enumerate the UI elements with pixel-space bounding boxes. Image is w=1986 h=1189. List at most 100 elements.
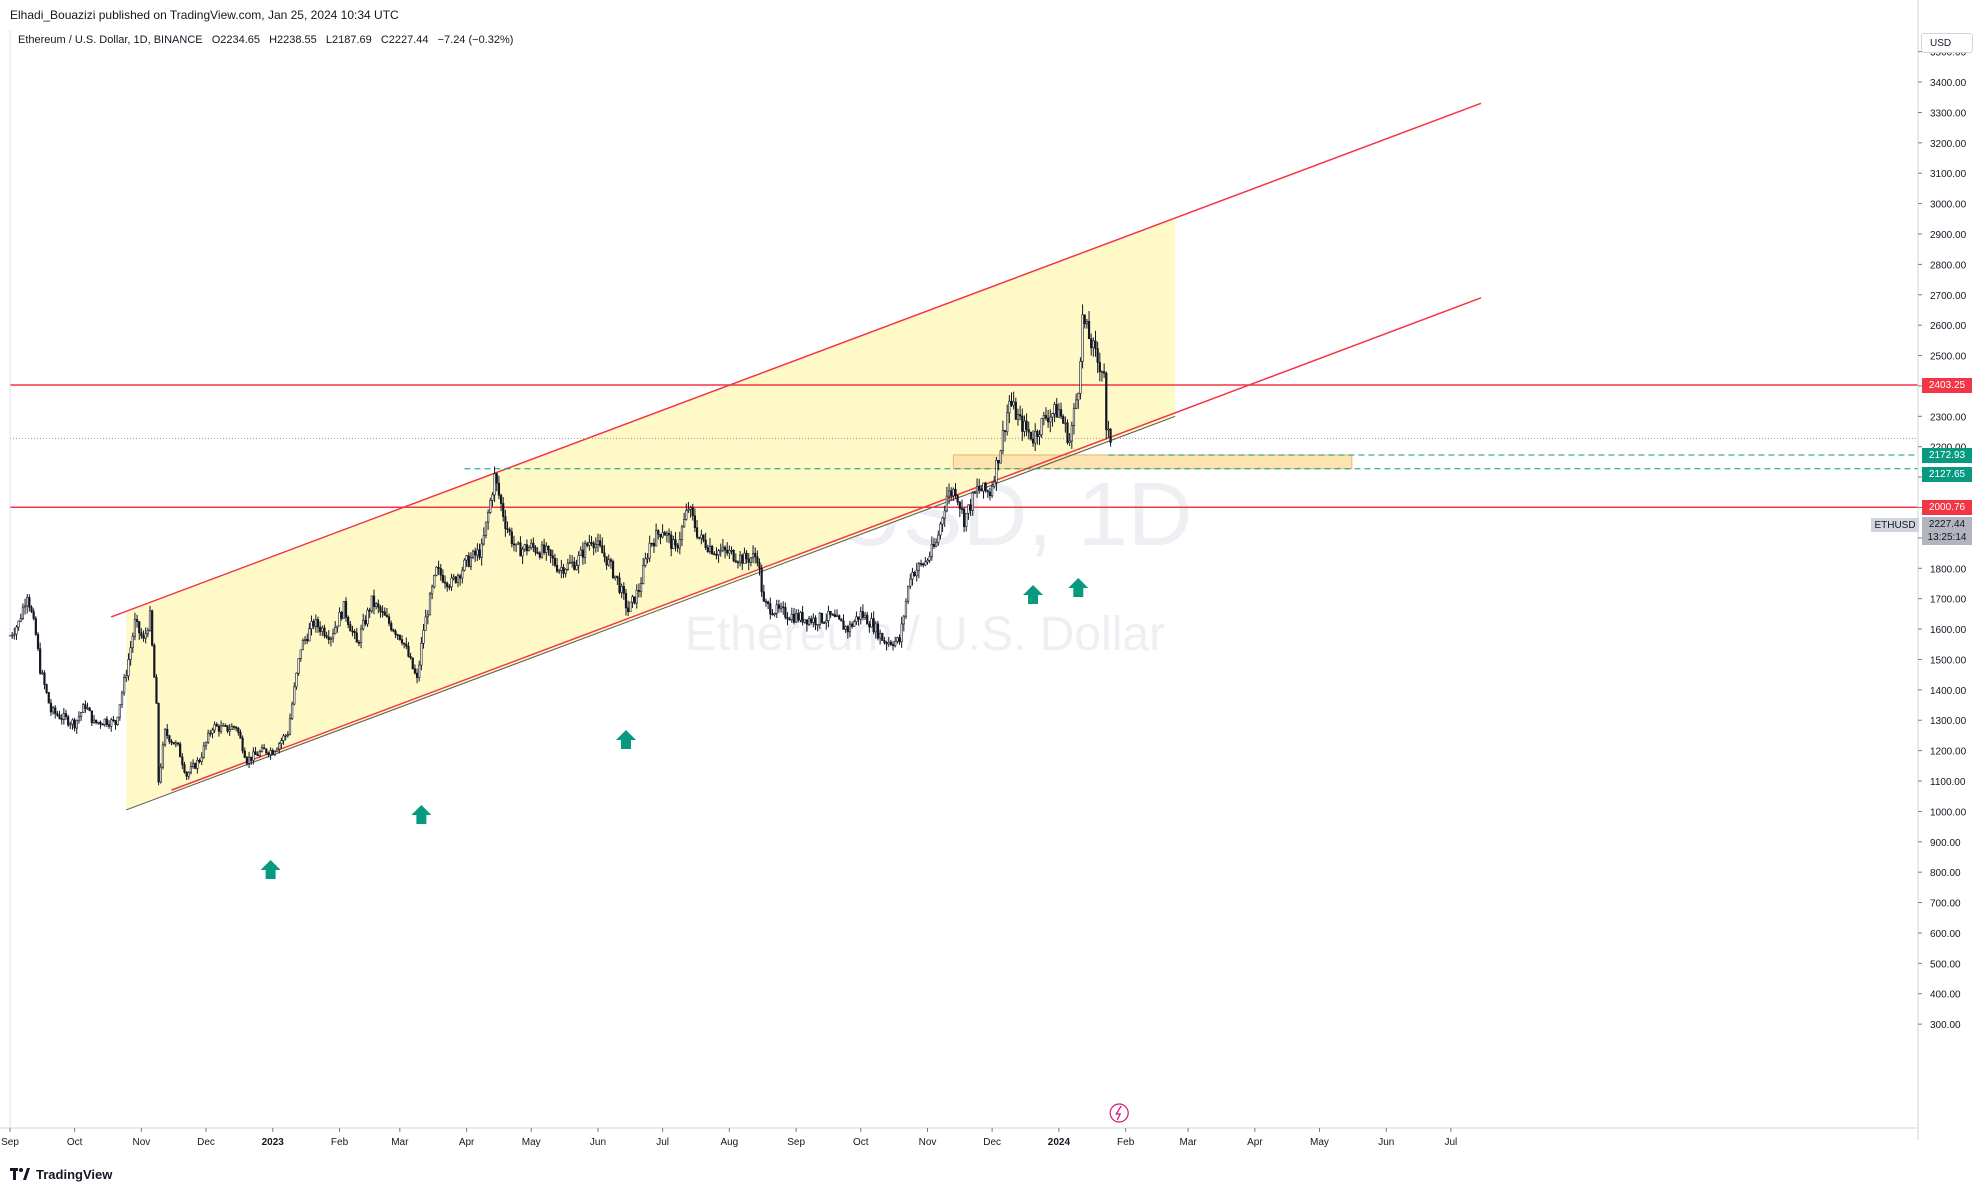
candle-body bbox=[795, 613, 798, 623]
tradingview-logo-icon bbox=[10, 1168, 30, 1180]
candle bbox=[90, 710, 93, 727]
candle bbox=[170, 739, 173, 746]
candle bbox=[56, 710, 59, 717]
candle-body bbox=[329, 637, 333, 640]
candle-body bbox=[49, 702, 53, 713]
candle-body bbox=[678, 539, 681, 549]
candle bbox=[209, 729, 212, 737]
candle-body bbox=[769, 603, 772, 615]
candle-body bbox=[43, 672, 46, 685]
candle bbox=[670, 530, 673, 557]
candle-body bbox=[476, 549, 479, 556]
candle bbox=[377, 599, 380, 614]
candle bbox=[340, 610, 343, 621]
candle bbox=[616, 575, 619, 585]
candle-body bbox=[420, 643, 423, 666]
candle-body bbox=[482, 535, 485, 545]
candle bbox=[327, 629, 330, 645]
currency-selector[interactable]: USD bbox=[1921, 33, 1973, 53]
candle bbox=[101, 723, 104, 726]
candle bbox=[1051, 412, 1054, 427]
candle bbox=[866, 611, 869, 625]
candle bbox=[538, 551, 541, 560]
x-tick-label: Oct bbox=[67, 1137, 83, 1148]
candle bbox=[280, 737, 283, 749]
candle-body bbox=[263, 747, 266, 750]
candle bbox=[295, 672, 298, 690]
candle bbox=[898, 634, 901, 645]
candle bbox=[922, 562, 925, 568]
candle-body bbox=[1079, 361, 1082, 394]
candle bbox=[482, 527, 485, 546]
candle-body bbox=[583, 543, 587, 558]
candle bbox=[148, 605, 152, 632]
candle bbox=[870, 612, 873, 628]
candle-body bbox=[620, 586, 623, 593]
candle-body bbox=[965, 513, 968, 528]
candle-body bbox=[327, 636, 330, 640]
candle-body bbox=[306, 638, 309, 642]
candle bbox=[726, 542, 729, 556]
candle-body bbox=[543, 544, 546, 553]
candle-body bbox=[736, 561, 740, 564]
candle bbox=[947, 483, 951, 505]
candle-body bbox=[562, 567, 565, 574]
candle bbox=[575, 559, 578, 571]
candle bbox=[155, 674, 158, 704]
candle-body bbox=[924, 561, 927, 566]
candle bbox=[805, 619, 808, 632]
candle-body bbox=[642, 565, 645, 584]
candle-body bbox=[194, 763, 197, 769]
candle-body bbox=[265, 748, 268, 754]
candle bbox=[876, 620, 880, 641]
candle bbox=[465, 554, 468, 567]
candle-body bbox=[21, 606, 25, 619]
candle bbox=[308, 623, 311, 642]
candle-body bbox=[474, 550, 477, 556]
y-tick-label: 3500.00 bbox=[1930, 48, 1967, 59]
candle-body bbox=[273, 750, 277, 755]
candle-body bbox=[422, 630, 425, 644]
candle bbox=[683, 512, 686, 528]
candle bbox=[943, 505, 946, 527]
candle-body bbox=[758, 562, 761, 569]
candle bbox=[250, 756, 253, 765]
candle bbox=[375, 602, 378, 610]
candle bbox=[704, 532, 707, 551]
candle-body bbox=[926, 559, 929, 563]
candle bbox=[558, 568, 561, 574]
candle-body bbox=[721, 546, 725, 551]
candle bbox=[969, 499, 972, 516]
candle bbox=[30, 605, 33, 613]
candle-body bbox=[622, 586, 625, 594]
candle-body bbox=[762, 591, 765, 602]
candle bbox=[1070, 421, 1073, 449]
candle bbox=[418, 660, 421, 682]
candle-body bbox=[575, 565, 578, 570]
candle-body bbox=[726, 549, 729, 554]
candle bbox=[956, 494, 959, 506]
candle bbox=[568, 554, 572, 564]
candle-body bbox=[527, 547, 531, 552]
candle bbox=[635, 584, 638, 609]
candle-body bbox=[853, 621, 856, 627]
candle-body bbox=[695, 527, 699, 538]
candle bbox=[336, 625, 339, 633]
candle-body bbox=[495, 473, 498, 484]
candle-body bbox=[1051, 413, 1054, 418]
candle bbox=[125, 669, 128, 682]
candle bbox=[708, 537, 712, 555]
tradingview-logo[interactable]: TradingView bbox=[10, 1164, 112, 1184]
candle-body bbox=[958, 501, 961, 509]
candle-body bbox=[1010, 400, 1013, 406]
candle-body bbox=[1038, 434, 1041, 437]
y-tick-label: 800.00 bbox=[1930, 868, 1961, 879]
y-tick-label: 3300.00 bbox=[1930, 108, 1967, 119]
candle bbox=[676, 542, 679, 553]
candle-body bbox=[493, 473, 496, 496]
candle-body bbox=[92, 719, 96, 724]
candle-body bbox=[887, 641, 890, 645]
candle-body bbox=[590, 542, 593, 544]
candle-body bbox=[1062, 416, 1065, 424]
